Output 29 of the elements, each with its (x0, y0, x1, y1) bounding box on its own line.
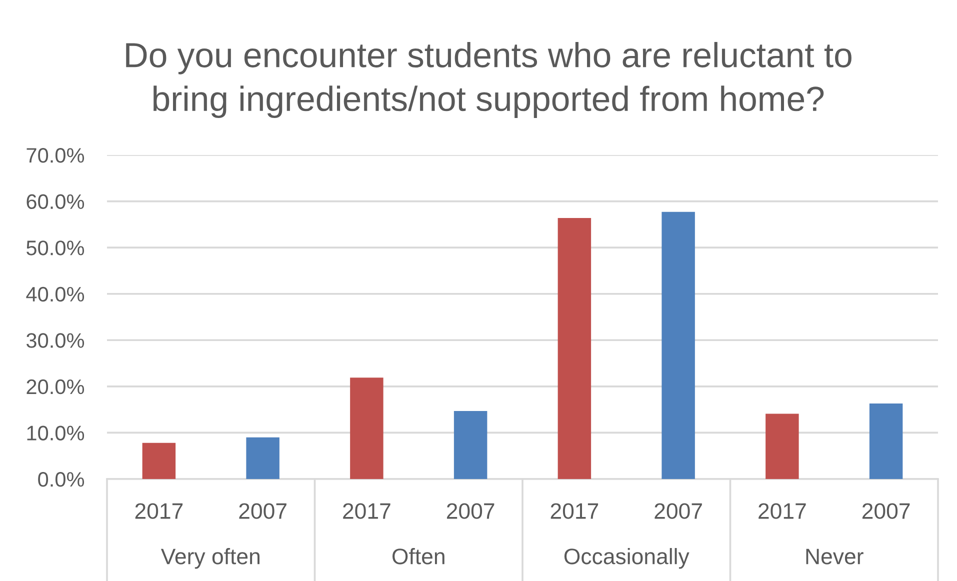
y-tick-label: 20.0% (26, 379, 84, 394)
x-tick-label: Never (806, 548, 864, 564)
x-tick-label: Very often (160, 548, 260, 569)
y-tick-label: 60.0% (26, 194, 84, 210)
bar (766, 414, 799, 479)
bar (558, 218, 592, 479)
text: 2017 (343, 503, 390, 519)
bar (662, 212, 695, 479)
y-tick-label: 70.0% (26, 148, 84, 163)
y-tick-label: 40.0% (26, 286, 84, 302)
bar (869, 404, 903, 479)
y-tick-label: 30.0% (26, 333, 84, 348)
series-label: 2017 (135, 503, 183, 519)
text: 2007 (862, 503, 910, 519)
bar (142, 442, 176, 479)
y-tick-label: 10.0% (27, 426, 84, 440)
chart-title: Do you encounter students who are reluctant to bring ingredients/not supported from home? (126, 42, 852, 118)
text: 2007 (654, 503, 702, 519)
x-tick-label: Often (392, 548, 444, 564)
bar (350, 378, 384, 479)
x-tick-label: Occasionally (564, 548, 690, 569)
text: 2007 (446, 503, 494, 519)
bar (454, 410, 488, 479)
text: 2017 (550, 503, 598, 519)
y-tick-label: 50.0% (26, 240, 84, 256)
y-tick-label: 0.0% (38, 472, 84, 487)
text: 2017 (758, 503, 806, 519)
bar (246, 437, 280, 479)
series-label: 2007 (239, 503, 286, 519)
